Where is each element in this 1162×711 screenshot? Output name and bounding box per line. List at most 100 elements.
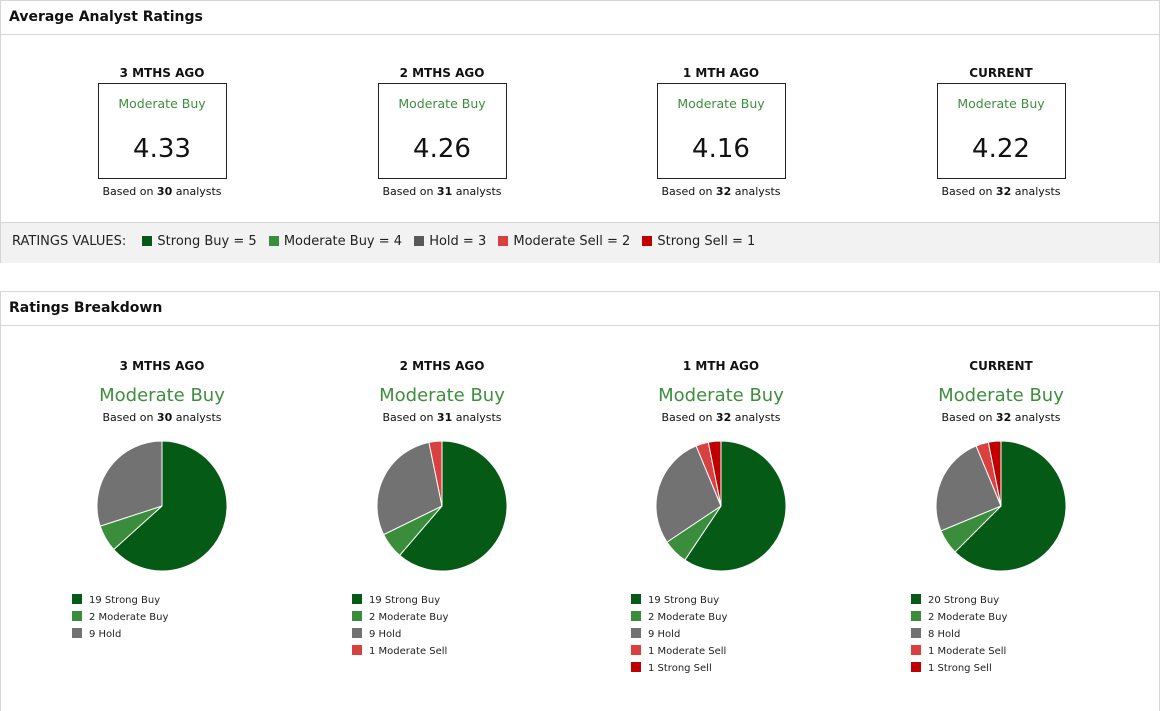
- legend-label: 2 Moderate Buy: [928, 612, 1008, 623]
- analyst-count-text: Based on 30 analysts: [52, 411, 272, 425]
- legend-swatch: [352, 628, 362, 638]
- legend-label: 9 Hold: [648, 629, 681, 640]
- ratings-pie-chart: [376, 440, 508, 572]
- period-label: 3 MTHS AGO: [119, 359, 205, 373]
- legend-item-moderate-sell: 1 Moderate Sell: [352, 643, 448, 660]
- rating-label: Moderate Buy: [118, 96, 206, 111]
- ratings-value-text: Strong Buy = 5: [157, 234, 257, 249]
- based-suffix: analysts: [455, 185, 502, 198]
- legend-label: 1 Strong Sell: [648, 663, 712, 674]
- rating-label: Moderate Buy: [658, 385, 784, 406]
- legend-label: 2 Moderate Buy: [89, 612, 169, 623]
- period-label: 3 MTHS AGO: [119, 66, 205, 80]
- average-period-2m: 2 MTHS AGO Moderate Buy 4.26 Based on 31…: [332, 65, 552, 199]
- breakdown-period-2m: 2 MTHS AGO Moderate Buy Based on 31 anal…: [332, 358, 552, 657]
- pie-slice-strong-sell: [707, 440, 722, 507]
- pie-slice-strong-buy: [112, 440, 228, 572]
- rating-label: Moderate Buy: [677, 96, 765, 111]
- legend-swatch: [352, 594, 362, 604]
- analyst-count-text: Based on 30 analysts: [52, 185, 272, 199]
- legend-swatch: [911, 628, 921, 638]
- analyst-count-text: Based on 31 analysts: [332, 185, 552, 199]
- analyst-count: 32: [715, 411, 732, 424]
- pie-slice-strong-buy: [398, 440, 508, 572]
- analyst-count: 31: [436, 411, 453, 424]
- rating-box: Moderate Buy 4.26: [377, 83, 507, 179]
- based-prefix: Based on: [941, 411, 993, 424]
- analyst-count-text: Based on 32 analysts: [611, 185, 831, 199]
- ratings-value-text: Moderate Sell = 2: [513, 234, 631, 249]
- legend-item-moderate-sell: 1 Moderate Sell: [631, 643, 727, 660]
- legend-label: 1 Moderate Sell: [648, 646, 727, 657]
- breakdown-period-current: CURRENT Moderate Buy Based on 32 analyst…: [891, 358, 1111, 674]
- ratings-value-moderate-buy: Moderate Buy = 4: [268, 234, 402, 249]
- ratings-value-text: Hold = 3: [429, 234, 487, 249]
- legend-label: 9 Hold: [369, 629, 402, 640]
- analyst-count-text: Based on 32 analysts: [891, 185, 1111, 199]
- based-prefix: Based on: [382, 411, 434, 424]
- based-prefix: Based on: [941, 185, 993, 198]
- legend-item-strong-buy: 19 Strong Buy: [352, 592, 448, 609]
- analyst-count: 32: [715, 185, 732, 198]
- legend-swatch: [72, 611, 82, 621]
- rating-label: Moderate Buy: [99, 385, 225, 406]
- moderate-sell-swatch: [498, 236, 509, 246]
- legend-item-strong-buy: 19 Strong Buy: [631, 592, 727, 609]
- pie-slice-strong-buy: [954, 440, 1067, 572]
- legend-label: 2 Moderate Buy: [369, 612, 449, 623]
- pie-legend: 19 Strong Buy 2 Moderate Buy 9 Hold 1 Moder…: [352, 592, 448, 660]
- legend-label: 8 Hold: [928, 629, 961, 640]
- legend-swatch: [72, 594, 82, 604]
- legend-swatch: [631, 662, 641, 672]
- analyst-count: 32: [995, 185, 1012, 198]
- ratings-value-strong-sell: Strong Sell = 1: [642, 234, 755, 249]
- ratings-breakdown-title: Ratings Breakdown: [1, 292, 1159, 326]
- legend-label: 19 Strong Buy: [89, 595, 161, 606]
- legend-label: 9 Hold: [89, 629, 122, 640]
- rating-label: Moderate Buy: [938, 385, 1064, 406]
- legend-swatch: [631, 594, 641, 604]
- legend-swatch: [911, 645, 921, 655]
- ratings-pie-chart: [655, 440, 787, 572]
- legend-item-moderate-buy: 2 Moderate Buy: [72, 609, 168, 626]
- legend-swatch: [631, 628, 641, 638]
- pie-slice-strong-buy: [684, 440, 787, 572]
- rating-score: 4.26: [413, 134, 471, 164]
- based-suffix: analysts: [1014, 411, 1061, 424]
- ratings-values-key: RATINGS VALUES: Strong Buy = 5 Moderate …: [1, 222, 1159, 263]
- ratings-pie-chart: [935, 440, 1067, 572]
- based-prefix: Based on: [661, 411, 713, 424]
- rating-label: Moderate Buy: [957, 96, 1045, 111]
- ratings-value-text: Strong Sell = 1: [657, 234, 756, 249]
- period-label: CURRENT: [969, 359, 1033, 373]
- legend-item-strong-sell: 1 Strong Sell: [911, 660, 1007, 677]
- pie-legend: 19 Strong Buy 2 Moderate Buy 9 Hold 1 Moder…: [631, 592, 727, 677]
- based-prefix: Based on: [102, 185, 154, 198]
- based-suffix: analysts: [175, 185, 222, 198]
- pie-legend: 20 Strong Buy 2 Moderate Buy 8 Hold 1 Moder…: [911, 592, 1007, 677]
- legend-item-hold: 9 Hold: [72, 626, 168, 643]
- period-label: 1 MTH AGO: [682, 359, 760, 373]
- based-suffix: analysts: [455, 411, 502, 424]
- ratings-value-hold: Hold = 3: [414, 234, 486, 249]
- rating-label: Moderate Buy: [398, 96, 486, 111]
- based-suffix: analysts: [175, 411, 222, 424]
- based-prefix: Based on: [661, 185, 713, 198]
- average-period-1m: 1 MTH AGO Moderate Buy 4.16 Based on 32 …: [611, 65, 831, 199]
- period-label: 2 MTHS AGO: [399, 66, 485, 80]
- legend-swatch: [352, 611, 362, 621]
- period-label: 2 MTHS AGO: [399, 359, 485, 373]
- analyst-count-text: Based on 31 analysts: [332, 411, 552, 425]
- average-period-current: CURRENT Moderate Buy 4.22 Based on 32 an…: [891, 65, 1111, 199]
- legend-swatch: [911, 662, 921, 672]
- analyst-count: 30: [156, 411, 173, 424]
- ratings-pie-chart: [96, 440, 228, 572]
- rating-score: 4.16: [692, 134, 750, 164]
- rating-box: Moderate Buy 4.16: [656, 83, 786, 179]
- pie-slice-hold: [376, 441, 443, 536]
- legend-swatch: [631, 611, 641, 621]
- breakdown-period-3m: 3 MTHS AGO Moderate Buy Based on 30 anal…: [52, 358, 272, 640]
- analyst-count-text: Based on 32 analysts: [891, 411, 1111, 425]
- rating-box: Moderate Buy 4.33: [97, 83, 227, 179]
- based-suffix: analysts: [1014, 185, 1061, 198]
